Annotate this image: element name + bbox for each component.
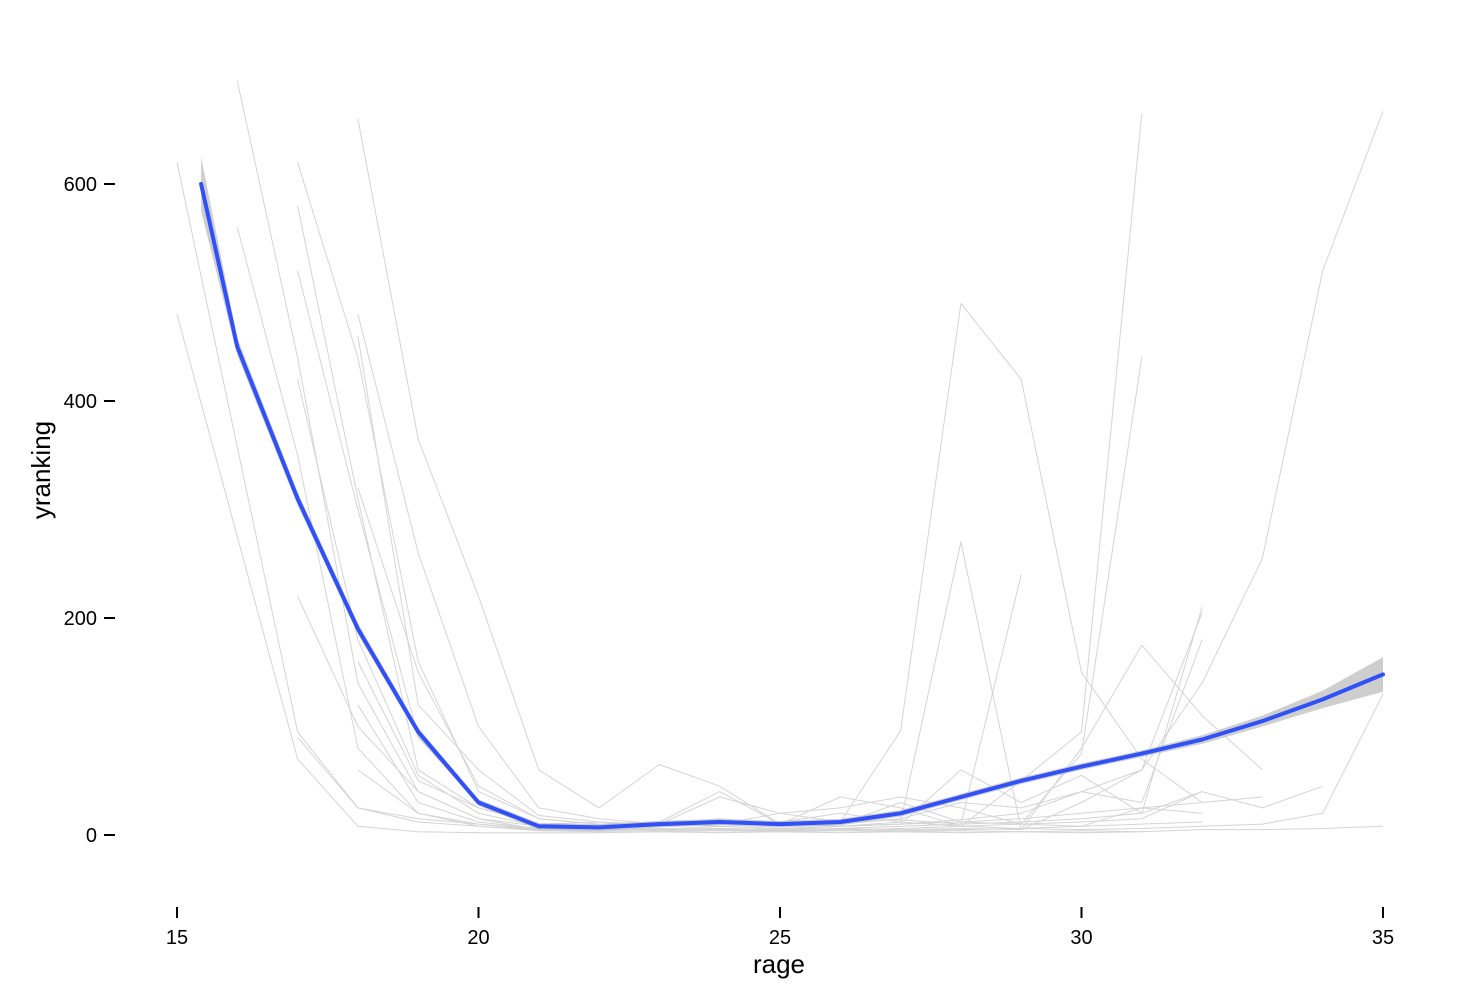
x-tick-label: 35 [1372, 927, 1394, 949]
series-line-1 [176, 314, 1384, 834]
series-line-12 [357, 314, 1143, 825]
x-axis: 15 20 25 30 35 [166, 907, 1394, 949]
series-line-6 [297, 205, 1203, 827]
y-axis-title: yranking [26, 421, 56, 519]
confidence-band-group [201, 156, 1384, 831]
series-line-17 [357, 769, 1142, 833]
series-line-8 [297, 379, 1022, 829]
series-line-4 [236, 227, 1203, 832]
smooth-trend-line [199, 182, 1385, 830]
x-tick-label: 20 [467, 927, 489, 949]
series-line-14 [357, 487, 1323, 827]
y-tick-label: 400 [64, 391, 97, 413]
x-tick-label: 25 [769, 927, 791, 949]
y-tick-label: 200 [64, 608, 97, 630]
x-tick-label: 30 [1070, 927, 1092, 949]
series-line-13 [357, 335, 1203, 827]
series-line-2 [176, 162, 1203, 832]
smooth-line-group [199, 182, 1385, 830]
individual-lines [176, 80, 1384, 834]
y-tick-label: 600 [64, 174, 97, 196]
y-tick-label: 0 [86, 825, 97, 847]
series-line-7 [297, 270, 1203, 827]
series-line-5 [297, 162, 1203, 827]
series-line-11 [357, 113, 1143, 827]
confidence-band [201, 156, 1384, 831]
y-axis: 0 200 400 600 [64, 174, 115, 847]
x-tick-label: 15 [166, 927, 188, 949]
series-line-16 [357, 693, 1384, 832]
x-axis-title: rage [753, 949, 805, 979]
